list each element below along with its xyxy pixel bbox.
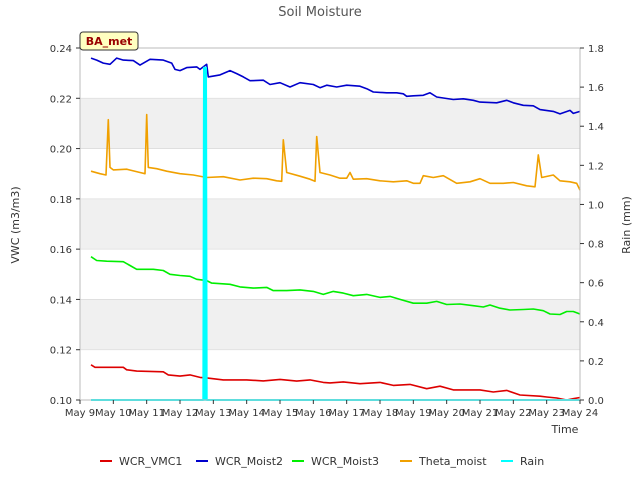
legend-label: WCR_VMC1 — [119, 455, 182, 468]
series-wcr-moist3 — [90, 256, 581, 316]
x-tick-label: May 21 — [462, 408, 499, 419]
x-tick-label: May 12 — [162, 408, 199, 419]
y2-tick-label: 1.2 — [588, 161, 604, 172]
y-tick-label: 0.10 — [50, 396, 72, 407]
x-tick-label: May 23 — [528, 408, 565, 419]
x-tick-label: May 24 — [562, 408, 599, 419]
station-badge: BA_met — [79, 31, 139, 51]
y-tick-label: 0.16 — [50, 245, 72, 256]
y2-tick-label: 0.2 — [588, 357, 604, 368]
x-tick-label: May 14 — [228, 408, 265, 419]
series-wcr-vmc1 — [90, 364, 581, 401]
legend-label: WCR_Moist2 — [215, 455, 283, 468]
y-axis-label: VWC (m3/m3) — [9, 186, 22, 263]
y2-tick-label: 0.8 — [588, 240, 604, 251]
y2-tick-label: 0.6 — [588, 279, 604, 290]
y-tick-label: 0.24 — [50, 44, 72, 55]
x-tick-label: May 11 — [128, 408, 165, 419]
y2-axis-label: Rain (mm) — [620, 196, 633, 254]
x-tick-label: May 20 — [428, 408, 465, 419]
x-tick-label: May 9 — [65, 408, 95, 419]
chart-title: Soil Moisture — [278, 5, 362, 20]
x-axis-label: Time — [551, 423, 579, 436]
y2-tick-label: 1.8 — [588, 44, 604, 55]
y2-tick-label: 0.0 — [588, 396, 604, 407]
y2-tick-label: 1.0 — [588, 200, 604, 211]
x-tick-label: May 18 — [362, 408, 399, 419]
station-label: BA_met — [86, 35, 133, 48]
y-tick-label: 0.12 — [50, 346, 72, 357]
y-tick-label: 0.22 — [50, 94, 72, 105]
series-theta-moist — [90, 113, 581, 191]
x-tick-label: May 13 — [195, 408, 232, 419]
plot-frame — [79, 47, 581, 401]
x-tick-label: May 10 — [95, 408, 132, 419]
y-tick-label: 0.20 — [50, 145, 72, 156]
y2-tick-label: 1.4 — [588, 122, 604, 133]
x-tick-label: May 17 — [328, 408, 365, 419]
x-tick-label: May 15 — [262, 408, 299, 419]
grid-band — [80, 98, 580, 149]
x-tick-label: May 16 — [295, 408, 332, 419]
y-tick-label: 0.14 — [50, 295, 72, 306]
y-tick-label: 0.18 — [50, 195, 72, 206]
grid-band — [80, 198, 580, 250]
y2-tick-label: 1.6 — [588, 83, 604, 94]
grid-band — [80, 299, 580, 350]
x-tick-label: May 22 — [495, 408, 532, 419]
legend-label: Rain — [520, 455, 544, 468]
x-tick-label: May 19 — [395, 408, 432, 419]
series-wcr-moist2 — [90, 57, 581, 115]
legend: WCR_VMC1 WCR_Moist2 WCR_Moist3 Theta_moist R… — [100, 455, 544, 468]
y2-tick-label: 0.4 — [588, 318, 604, 329]
legend-label: Theta_moist — [418, 455, 487, 468]
legend-label: WCR_Moist3 — [311, 455, 379, 468]
